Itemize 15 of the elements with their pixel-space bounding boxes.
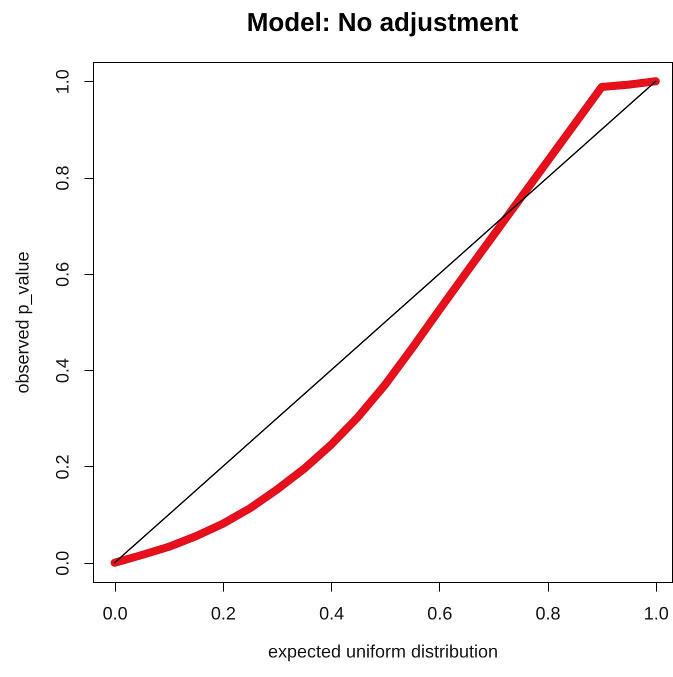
x-tick-label: 0.2	[210, 604, 236, 624]
x-tick-label: 0.4	[319, 604, 344, 624]
y-axis-title: observed p_value	[12, 251, 32, 394]
x-tick-label: 0.8	[536, 604, 561, 624]
chart-title: Model: No adjustment	[246, 7, 519, 37]
y-tick-label: 0.8	[52, 166, 72, 191]
x-tick-label: 1.0	[644, 604, 669, 624]
x-axis-title: expected uniform distribution	[268, 642, 498, 662]
y-tick-label: 0.4	[52, 358, 72, 384]
y-tick-label: 0.0	[52, 550, 72, 576]
y-tick-label: 0.6	[52, 262, 72, 287]
y-tick-label: 1.0	[52, 69, 72, 94]
x-tick-label: 0.0	[102, 604, 128, 624]
x-tick-label: 0.6	[427, 604, 452, 624]
y-tick-label: 0.2	[52, 454, 72, 480]
